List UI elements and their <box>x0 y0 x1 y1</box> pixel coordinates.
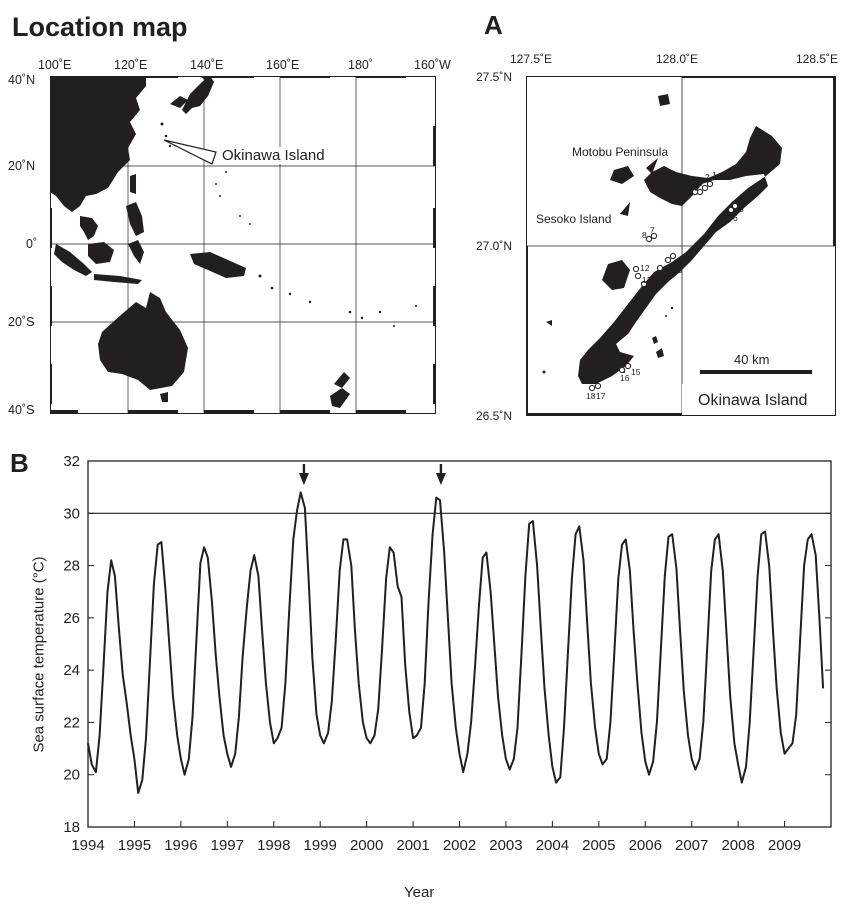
lat-label-40s: 40˚S <box>8 403 35 417</box>
okinawa-island-label: Okinawa Island <box>698 392 808 409</box>
location-map-title: Location map <box>12 12 188 42</box>
panel-a-lat-27-0: 27.0˚N <box>476 239 513 253</box>
x-tick-label: 2006 <box>629 837 662 854</box>
site-label-7: 7 <box>650 225 655 235</box>
lon-label-180: 180˚ <box>348 58 374 72</box>
chart-frame <box>87 460 832 828</box>
site-label-8: 8 <box>642 230 647 240</box>
x-tick-label: 1996 <box>164 837 197 854</box>
location-map <box>50 76 436 414</box>
scale-bar-label: 40 km <box>734 352 770 367</box>
lat-label-20s: 20˚S <box>8 315 35 329</box>
lon-label-160w: 160˚W <box>414 58 451 72</box>
okinawa-detail-map: 1 2 3 4 5 6 7 8 9 10 11 12 13 14 15 16 1… <box>526 76 836 416</box>
lat-label-0: 0˚ <box>26 237 38 251</box>
site-label-13: 13 <box>642 275 652 285</box>
x-tick-label: 2001 <box>396 837 429 854</box>
site-label-12: 12 <box>640 263 650 273</box>
sesoko-pointer <box>620 202 630 216</box>
x-tick-label: 2004 <box>536 837 569 854</box>
lat-label-40n: 40˚N <box>8 73 36 87</box>
scale-bar <box>700 370 812 374</box>
x-tick-label: 2002 <box>443 837 476 854</box>
x-tick-label: 2009 <box>768 837 801 854</box>
y-tick-label: 28 <box>63 558 80 575</box>
x-tick-label: 1997 <box>211 837 244 854</box>
chart-x-axis-label: Year <box>404 884 435 901</box>
site-label-17: 17 <box>596 391 606 401</box>
okinawa-callout-label: Okinawa Island <box>222 147 325 164</box>
bleaching-arrow-head <box>298 473 309 485</box>
sst-series-line <box>87 491 825 794</box>
okinawa-callout-arrow <box>163 139 217 165</box>
x-tick-label: 2003 <box>489 837 522 854</box>
panel-a-lon-128-5: 128.5˚E <box>796 52 839 66</box>
site-label-5: 5 <box>739 204 744 214</box>
x-tick-label: 2005 <box>582 837 615 854</box>
y-tick-label: 20 <box>63 767 80 784</box>
x-tick-label: 1995 <box>118 837 151 854</box>
x-tick-label: 2007 <box>675 837 708 854</box>
site-label-10: 10 <box>673 265 683 275</box>
x-tick-label: 1998 <box>257 837 290 854</box>
sst-chart: 18 20 22 24 26 28 30 32 1994 1995 1996 1997 1998 1999… <box>63 453 832 854</box>
x-tick-label: 1994 <box>71 837 104 854</box>
sesoko-island-label: Sesoko Island <box>536 212 612 226</box>
y-tick-label: 30 <box>63 505 80 522</box>
panel-a-lon-128-0: 128.0˚E <box>656 52 699 66</box>
y-tick-label: 24 <box>63 662 80 679</box>
site-label-4: 4 <box>692 183 697 193</box>
okinawa-island-shape <box>542 94 782 384</box>
panel-b-letter: B <box>10 448 29 478</box>
y-tick-label: 32 <box>63 453 80 470</box>
x-tick-label: 1999 <box>304 837 337 854</box>
panel-a-lat-26-5: 26.5˚N <box>476 409 513 423</box>
site-label-14: 14 <box>647 285 657 295</box>
y-tick-label: 18 <box>63 819 80 836</box>
site-label-2: 2 <box>705 172 710 182</box>
site-label-1: 1 <box>712 170 717 180</box>
site-label-15: 15 <box>631 367 641 377</box>
site-label-11: 11 <box>660 272 669 282</box>
panel-a-lat-27-5: 27.5˚N <box>476 70 513 84</box>
panel-a-lon-127-5: 127.5˚E <box>510 52 553 66</box>
y-tick-label: 26 <box>63 610 80 627</box>
island-label-box <box>682 384 835 415</box>
lat-label-20n: 20˚N <box>8 159 36 173</box>
lon-label-100e: 100˚E <box>38 58 72 72</box>
lon-label-120e: 120˚E <box>114 58 148 72</box>
site-label-9: 9 <box>678 256 683 266</box>
lon-label-160e: 160˚E <box>266 58 300 72</box>
lon-label-140e: 140˚E <box>190 58 224 72</box>
site-label-16: 16 <box>620 373 630 383</box>
motobu-pointer <box>646 158 658 174</box>
map-landmasses <box>50 76 417 408</box>
site-label-18: 18 <box>586 391 596 401</box>
bleaching-arrow-head <box>435 473 446 485</box>
site-label-6: 6 <box>733 213 738 223</box>
sampling-sites <box>588 180 739 392</box>
y-tick-label: 22 <box>63 714 80 731</box>
motobu-peninsula-label: Motobu Peninsula <box>572 145 669 159</box>
panel-a-letter: A <box>484 10 503 40</box>
x-tick-label: 2008 <box>721 837 754 854</box>
site-label-3: 3 <box>698 178 703 188</box>
site-labels: 1 2 3 4 5 6 7 8 9 10 11 12 13 14 15 16 1… <box>586 170 744 401</box>
x-tick-label: 2000 <box>350 837 383 854</box>
